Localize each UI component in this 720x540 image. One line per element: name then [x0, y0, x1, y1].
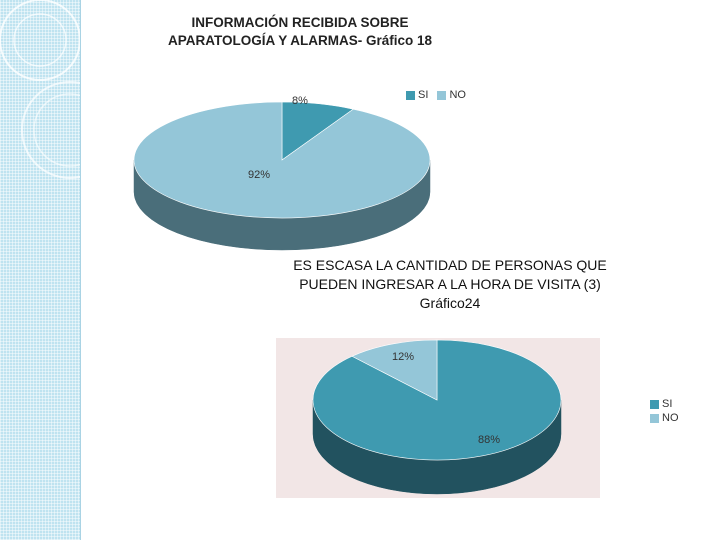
chart1-title-line2: APARATOLOGÍA Y ALARMAS- Gráfico 18 [167, 33, 433, 48]
chart2-data-label-si: 88% [478, 434, 500, 446]
chart1-title: INFORMACIÓN RECIBIDA SOBRE APARATOLOGÍA … [150, 14, 450, 50]
chart1-data-label-si: 8% [292, 95, 308, 107]
chart1-legend-swatch-si [406, 90, 415, 100]
chart1-title-line1: INFORMACIÓN RECIBIDA SOBRE [191, 15, 409, 30]
chart1-legend-item-si: SI [406, 89, 428, 101]
chart2-legend-label-si: SI [662, 398, 673, 410]
decorative-side-band [0, 0, 81, 540]
chart2-title: ES ESCASA LA CANTIDAD DE PERSONAS QUE PU… [272, 256, 628, 313]
chart1-slice-no [133, 101, 431, 219]
chart2-legend-item-si: SI [650, 398, 679, 410]
chart2-title-line2: PUEDEN INGRESAR A LA HORA DE VISITA (3) [299, 276, 601, 292]
chart2-legend-label-no: NO [662, 412, 679, 424]
chart1-legend-label-no: NO [449, 89, 466, 101]
chart2-data-label-no: 12% [392, 351, 414, 363]
chart1-legend-label-si: SI [418, 89, 429, 101]
chart2-slice-no [351, 339, 438, 401]
chart1-data-label-no: 92% [248, 169, 270, 181]
chart2-title-line1: ES ESCASA LA CANTIDAD DE PERSONAS QUE [293, 257, 607, 273]
chart2-legend-swatch-no [650, 413, 659, 423]
chart2-title-line3: Gráfico24 [419, 295, 481, 311]
chart1-legend-swatch-no [437, 90, 447, 100]
chart1-legend-item-no: NO [437, 89, 466, 101]
chart2-legend: SI NO [650, 398, 679, 426]
decorative-circles [0, 0, 80, 179]
chart2-legend-swatch-si [650, 399, 659, 409]
chart1-legend: SI NO [406, 89, 472, 103]
chart2-legend-item-no: NO [650, 412, 679, 424]
